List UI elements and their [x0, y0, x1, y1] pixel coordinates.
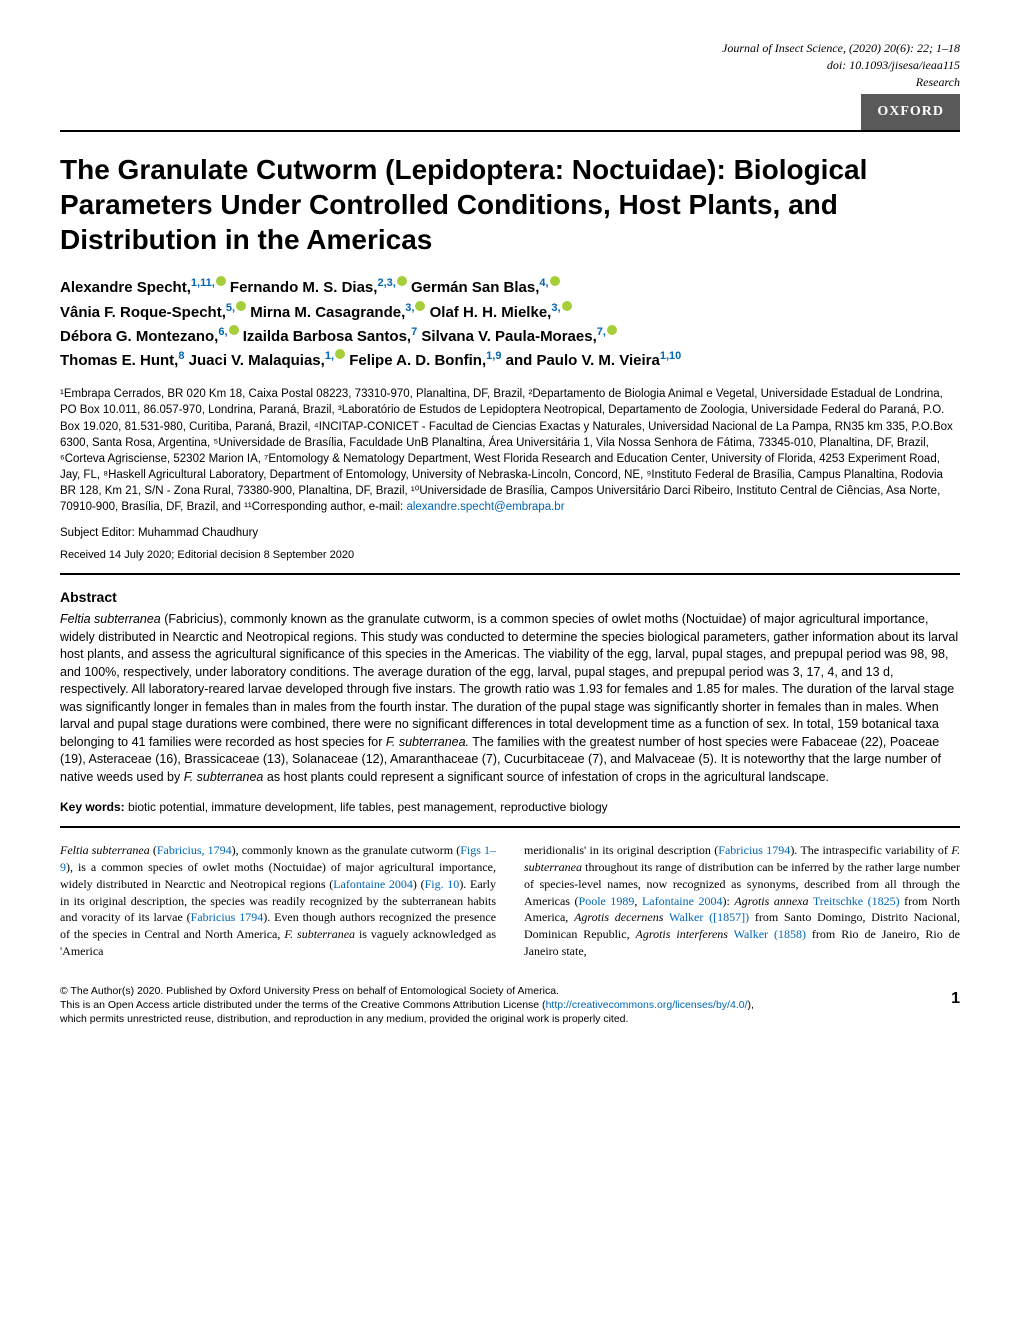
author-affil-link[interactable]: 1,	[325, 350, 334, 362]
author-name: Vânia F. Roque-Specht,	[60, 304, 226, 321]
author-name: and Paulo V. M. Vieira	[506, 352, 660, 369]
article-title: The Granulate Cutworm (Lepidoptera: Noct…	[60, 152, 960, 257]
abstract-text: Feltia subterranea (Fabricius), commonly…	[60, 611, 960, 786]
author-name: Thomas E. Hunt,	[60, 352, 178, 369]
citation-link[interactable]: Fabricius 1794	[718, 843, 790, 857]
author-affil-link[interactable]: 5,	[226, 302, 235, 314]
author-affil-link[interactable]: 7,	[597, 326, 606, 338]
affiliations-block: ¹Embrapa Cerrados, BR 020 Km 18, Caixa P…	[60, 386, 960, 515]
affiliations-text: ¹Embrapa Cerrados, BR 020 Km 18, Caixa P…	[60, 388, 953, 513]
citation-text: , (2020) 20(6): 22; 1–18	[843, 41, 960, 55]
author-affil-link[interactable]: 4,	[539, 277, 548, 289]
keywords-label: Key words:	[60, 800, 128, 814]
article-dates: Received 14 July 2020; Editorial decisio…	[60, 549, 960, 561]
publisher-badge: OXFORD	[861, 94, 960, 130]
citation-link[interactable]: Fabricius 1794	[191, 910, 264, 924]
figure-link[interactable]: Fig. 10	[425, 877, 460, 891]
journal-name: Journal of Insect Science	[722, 41, 843, 55]
subject-editor: Subject Editor: Muhammad Chaudhury	[60, 527, 960, 539]
author-name: Juaci V. Malaquias,	[189, 352, 325, 369]
body-column-left: Feltia subterranea (Fabricius, 1794), co…	[60, 842, 496, 960]
author-affil-link[interactable]: 8	[178, 350, 184, 362]
citation-link[interactable]: Walker (1858)	[734, 927, 806, 941]
citation-link[interactable]: Lafontaine 2004	[642, 894, 723, 908]
author-affil-link[interactable]: 3,	[551, 302, 560, 314]
citation-link[interactable]: Walker ([1857])	[669, 910, 749, 924]
orcid-icon[interactable]	[550, 276, 560, 286]
license-line: This is an Open Access article distribut…	[60, 998, 960, 1012]
abstract-bottom-divider	[60, 826, 960, 828]
author-affil-link[interactable]: 2,3,	[377, 277, 395, 289]
doi-text: doi: 10.1093/jisesa/ieaa115	[827, 58, 960, 72]
copyright-line: © The Author(s) 2020. Published by Oxfor…	[60, 984, 960, 998]
citation-link[interactable]: Fabricius, 1794	[157, 843, 232, 857]
corresponding-email-link[interactable]: alexandre.specht@embrapa.br	[406, 501, 564, 513]
license-line-2: which permits unrestricted reuse, distri…	[60, 1012, 960, 1026]
author-affil-link[interactable]: 6,	[218, 326, 227, 338]
author-name: Mirna M. Casagrande,	[250, 304, 405, 321]
abstract-top-divider	[60, 573, 960, 575]
orcid-icon[interactable]	[216, 276, 226, 286]
author-name: Felipe A. D. Bonfin,	[349, 352, 486, 369]
author-name: Silvana V. Paula-Moraes,	[421, 328, 596, 345]
author-name: Olaf H. H. Mielke,	[430, 304, 552, 321]
orcid-icon[interactable]	[236, 301, 246, 311]
author-affil-link[interactable]: 3,	[405, 302, 414, 314]
author-affil-link[interactable]: 1,9	[486, 350, 501, 362]
author-list: Alexandre Specht,1,11, Fernando M. S. Di…	[60, 275, 960, 372]
orcid-icon[interactable]	[415, 301, 425, 311]
top-divider	[60, 130, 960, 132]
author-name: Fernando M. S. Dias,	[230, 279, 378, 296]
author-name: Alexandre Specht,	[60, 279, 191, 296]
author-name: Germán San Blas,	[411, 279, 539, 296]
article-type: Research	[916, 75, 960, 89]
page-number: 1	[951, 988, 960, 1010]
author-name: Izailda Barbosa Santos,	[243, 328, 411, 345]
orcid-icon[interactable]	[229, 325, 239, 335]
header-citation: Journal of Insect Science, (2020) 20(6):…	[60, 40, 960, 90]
orcid-icon[interactable]	[607, 325, 617, 335]
keywords-text: biotic potential, immature development, …	[128, 800, 608, 814]
orcid-icon[interactable]	[397, 276, 407, 286]
author-name: Débora G. Montezano,	[60, 328, 218, 345]
citation-link[interactable]: Lafontaine 2004	[333, 877, 413, 891]
orcid-icon[interactable]	[562, 301, 572, 311]
body-column-right: meridionalis' in its original descriptio…	[524, 842, 960, 960]
author-affil-link[interactable]: 1,11,	[191, 277, 215, 289]
citation-link[interactable]: Poole 1989	[579, 894, 635, 908]
footer: 1 © The Author(s) 2020. Published by Oxf…	[60, 984, 960, 1027]
abstract-heading: Abstract	[60, 589, 960, 605]
license-url-link[interactable]: http://creativecommons.org/licenses/by/4…	[546, 999, 748, 1011]
citation-link[interactable]: Treitschke (1825)	[813, 894, 900, 908]
author-affil-link[interactable]: 7	[411, 326, 417, 338]
body-columns: Feltia subterranea (Fabricius, 1794), co…	[60, 842, 960, 960]
orcid-icon[interactable]	[335, 349, 345, 359]
keywords-line: Key words: biotic potential, immature de…	[60, 800, 960, 814]
author-affil-link[interactable]: 1,10	[660, 350, 681, 362]
